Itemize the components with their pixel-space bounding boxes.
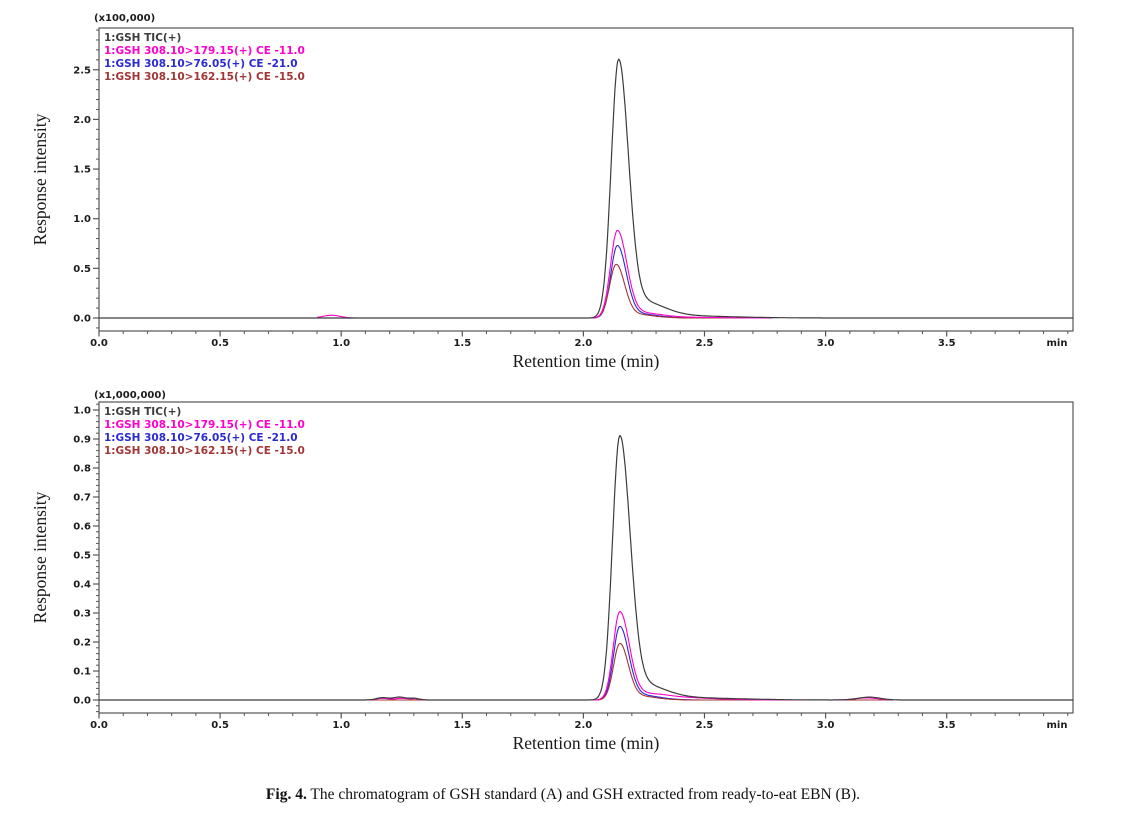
y-tick-label: 2.5 bbox=[73, 65, 91, 76]
x-axis-title: Retention time (min) bbox=[513, 351, 660, 371]
x-tick-label: 2.5 bbox=[696, 338, 714, 349]
y-tick-label: 1.5 bbox=[73, 165, 91, 176]
y-scale-label: (x100,000) bbox=[94, 13, 155, 24]
y-tick-label: 0.9 bbox=[73, 435, 91, 446]
y-tick-label: 0.0 bbox=[73, 696, 91, 707]
x-tick-label: 1.0 bbox=[332, 720, 350, 731]
x-tick-label: 3.5 bbox=[938, 338, 956, 349]
y-axis: 0.0 0.1 0.2 0.3 0.4 0.5 0.6 0.7 0.8 0.9 1.0 bbox=[73, 403, 99, 713]
legend-entry: 1:GSH 308.10>162.15(+) CE -15.0 bbox=[104, 71, 305, 83]
x-axis: 0.0 0.5 1.0 1.5 2.0 2.5 3.0 3.5 min bbox=[90, 331, 1069, 349]
y-tick-label: 0.7 bbox=[73, 493, 91, 504]
y-axis-title: Response intensity bbox=[30, 491, 50, 623]
x-tick-label: 0.0 bbox=[90, 338, 108, 349]
chromatogram-a: 0.0 0.5 1.0 1.5 2.0 2.5 0.0 0.5 1.0 1.5 2.0 2.5 3.0 3… bbox=[0, 0, 1126, 388]
series-1-gsh-tic- bbox=[99, 435, 1074, 701]
y-tick-label: 0.4 bbox=[73, 580, 91, 591]
x-tick-label: 0.0 bbox=[90, 720, 108, 731]
x-axis-title: Retention time (min) bbox=[513, 733, 660, 753]
figure-caption-label: Fig. 4. bbox=[265, 786, 307, 803]
x-tick-label: 1.0 bbox=[332, 338, 350, 349]
x-tick-label: 3.5 bbox=[938, 720, 956, 731]
x-tick-label: 3.0 bbox=[817, 720, 835, 731]
chromatogram-b-plot: 0.0 0.1 0.2 0.3 0.4 0.5 0.6 0.7 0.8 0.9 1.0 0.0 0.5 1… bbox=[30, 390, 1074, 753]
y-tick-label: 0.5 bbox=[73, 264, 91, 275]
x-unit-label: min bbox=[1047, 720, 1068, 731]
y-tick-label: 0.2 bbox=[73, 638, 91, 649]
figure-caption: Fig. 4. The chromatogram of GSH standard… bbox=[0, 786, 1126, 804]
legend: 1:GSH TIC(+)1:GSH 308.10>179.15(+) CE -1… bbox=[104, 32, 305, 83]
x-tick-label: 3.0 bbox=[817, 338, 835, 349]
y-axis-title: Response intensity bbox=[30, 113, 50, 245]
figure-caption-text: The chromatogram of GSH standard (A) and… bbox=[306, 786, 861, 803]
legend-entry: 1:GSH 308.10>76.05(+) CE -21.0 bbox=[104, 58, 298, 70]
y-tick-label: 0.1 bbox=[73, 667, 91, 678]
x-tick-label: 0.5 bbox=[211, 720, 229, 731]
legend-entry: 1:GSH 308.10>162.15(+) CE -15.0 bbox=[104, 445, 305, 457]
x-tick-label: 0.5 bbox=[211, 338, 229, 349]
chromatogram-b: 0.0 0.1 0.2 0.3 0.4 0.5 0.6 0.7 0.8 0.9 1.0 0.0 0.5 1… bbox=[0, 390, 1126, 782]
legend-entry: 1:GSH 308.10>179.15(+) CE -11.0 bbox=[104, 419, 305, 431]
x-unit-label: min bbox=[1047, 338, 1068, 349]
series-1-gsh-tic- bbox=[99, 58, 1074, 319]
y-tick-label: 1.0 bbox=[73, 214, 91, 225]
x-tick-label: 2.0 bbox=[575, 720, 593, 731]
y-axis: 0.0 0.5 1.0 1.5 2.0 2.5 bbox=[73, 29, 99, 329]
y-tick-label: 0.5 bbox=[73, 551, 91, 562]
legend: 1:GSH TIC(+)1:GSH 308.10>179.15(+) CE -1… bbox=[104, 406, 305, 457]
legend-entry: 1:GSH TIC(+) bbox=[104, 406, 181, 418]
y-tick-label: 0.3 bbox=[73, 609, 91, 620]
y-tick-label: 0.8 bbox=[73, 464, 91, 475]
series-curves bbox=[99, 435, 1074, 701]
y-tick-label: 0.6 bbox=[73, 522, 91, 533]
legend-entry: 1:GSH TIC(+) bbox=[104, 32, 181, 44]
chromatogram-a-plot: 0.0 0.5 1.0 1.5 2.0 2.5 0.0 0.5 1.0 1.5 2.0 2.5 3.0 3… bbox=[30, 13, 1074, 371]
legend-entry: 1:GSH 308.10>76.05(+) CE -21.0 bbox=[104, 432, 298, 444]
x-tick-label: 1.5 bbox=[453, 720, 471, 731]
y-tick-label: 1.0 bbox=[73, 406, 91, 417]
x-tick-label: 2.5 bbox=[696, 720, 714, 731]
plot-frame bbox=[98, 27, 1074, 332]
series-curves bbox=[99, 58, 1074, 319]
plot-frame bbox=[98, 401, 1074, 714]
y-tick-label: 2.0 bbox=[73, 115, 91, 126]
legend-entry: 1:GSH 308.10>179.15(+) CE -11.0 bbox=[104, 45, 305, 57]
x-tick-label: 2.0 bbox=[575, 338, 593, 349]
y-scale-label: (x1,000,000) bbox=[94, 390, 166, 401]
y-tick-label: 0.0 bbox=[73, 314, 91, 325]
x-tick-label: 1.5 bbox=[453, 338, 471, 349]
x-axis: 0.0 0.5 1.0 1.5 2.0 2.5 3.0 3.5 min bbox=[90, 713, 1069, 731]
